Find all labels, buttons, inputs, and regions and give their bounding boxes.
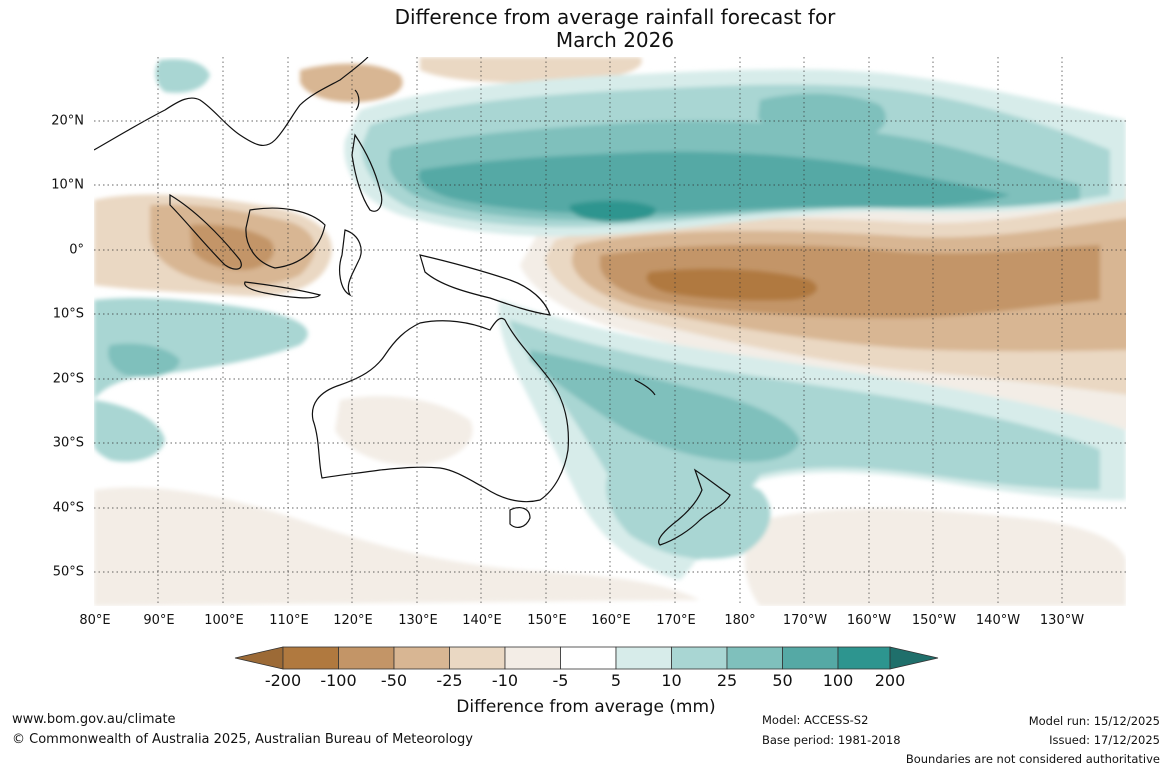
- lon-label: 90°E: [143, 613, 175, 628]
- lon-label: 120°E: [333, 613, 373, 628]
- colorbar-tick-label: -50: [380, 671, 408, 690]
- lat-label: 0°: [69, 242, 84, 258]
- lon-label: 160°W: [846, 613, 892, 628]
- colorbar-bin: [449, 646, 506, 670]
- footer-issued: Issued: 17/12/2025: [1049, 733, 1160, 747]
- lat-label: 10°S: [52, 306, 84, 322]
- colorbar-tick-label: 10: [661, 671, 682, 690]
- lon-label: 130°W: [1039, 613, 1085, 628]
- dry-field-north-pacific: [420, 57, 642, 83]
- coastline-philippines: [351, 133, 383, 212]
- lon-label: 150°W: [911, 613, 957, 628]
- lon-label: 100°E: [204, 613, 244, 628]
- footer-model-run: Model run: 15/12/2025: [1028, 714, 1160, 728]
- dry-field-australia-interior: [335, 396, 473, 466]
- lon-label: 150°E: [527, 613, 567, 628]
- coastline-new-guinea: [419, 254, 551, 316]
- lat-label: 40°S: [52, 500, 84, 516]
- colorbar-tick-label: -200: [264, 671, 302, 690]
- lat-label: 20°S: [52, 371, 84, 387]
- footer-url: www.bom.gov.au/climate: [12, 712, 176, 727]
- colorbar-tick-label: 5: [610, 671, 622, 690]
- lat-label: 20°N: [51, 113, 84, 129]
- colorbar-tick-label: -100: [320, 671, 357, 690]
- colorbar-bin: [560, 646, 617, 670]
- colorbar-bin: [282, 646, 339, 670]
- lon-label: 170°E: [656, 613, 696, 628]
- coastline-tasmania: [509, 507, 531, 528]
- coastline-sulawesi: [339, 229, 362, 297]
- lon-label: 170°W: [782, 613, 828, 628]
- wet-field-hawaii-region: [758, 93, 886, 141]
- colorbar-tick-label: 50: [772, 671, 793, 690]
- lon-label: 140°W: [975, 613, 1021, 628]
- coastline-new-zealand: [658, 468, 731, 546]
- dry-field-equatorial-pacific-50: [599, 244, 1100, 318]
- dry-field-south-china-sea: [300, 63, 403, 103]
- colorbar-bin: [338, 646, 395, 670]
- coastline-asia-mainland: [94, 57, 369, 151]
- footer-base-period: Base period: 1981-2018: [762, 733, 901, 747]
- map-title-line1: Difference from average rainfall forecas…: [394, 5, 836, 29]
- graticule: [94, 57, 1126, 606]
- wet-field-north-pacific-100: [569, 200, 656, 222]
- footer-copyright: © Commonwealth of Australia 2025, Austra…: [12, 732, 473, 747]
- lat-label: 10°N: [51, 177, 84, 193]
- lon-label: 130°E: [398, 613, 438, 628]
- lon-label: 160°E: [591, 613, 631, 628]
- colorbar-bin: [504, 646, 561, 670]
- dry-field-equatorial-pacific-100: [646, 268, 818, 301]
- colorbar-bin: [837, 646, 891, 670]
- colorbar-extend-wet: [889, 646, 939, 670]
- wet-field-west-indian-south: [94, 400, 165, 462]
- coastline-australia: [311, 317, 570, 503]
- wet-field-north-asia: [155, 59, 210, 93]
- anomaly-fields: [94, 57, 1126, 606]
- footer-model: Model: ACCESS-S2: [762, 713, 869, 727]
- colorbar-tick-label: 100: [822, 671, 854, 690]
- coastline-sumatra: [169, 193, 242, 270]
- dry-field-maritime-continent-50: [190, 224, 274, 270]
- wet-field-indian-ocean-25: [108, 343, 180, 377]
- wet-field-coral-sea-25: [530, 350, 800, 462]
- lon-label: 140°E: [462, 613, 502, 628]
- coastline-taiwan: [354, 89, 360, 111]
- coastlines: [94, 57, 731, 546]
- coastline-java: [244, 281, 322, 299]
- colorbar-tick-label: -5: [552, 671, 569, 690]
- colorbar-extend-dry: [234, 646, 284, 670]
- wet-field-north-pacific-50: [418, 151, 1010, 215]
- colorbar-tick-label: -10: [491, 671, 519, 690]
- colorbar-bin: [782, 646, 839, 670]
- lat-label: 50°S: [52, 564, 84, 580]
- colorbar: [234, 646, 939, 670]
- coastline-new-caledonia: [634, 379, 656, 396]
- lat-label: 30°S: [52, 435, 84, 451]
- wet-field-tasman-sea: [606, 466, 771, 559]
- colorbar-bin: [393, 646, 450, 670]
- colorbar-title: Difference from average (mm): [456, 697, 716, 717]
- colorbar-bin: [671, 646, 728, 670]
- dry-field-southern-ocean-east: [745, 508, 1126, 606]
- colorbar-tick-label: 25: [716, 671, 738, 690]
- dry-field-southern-ocean: [94, 487, 700, 606]
- lon-label: 110°E: [269, 613, 309, 628]
- map-title-line2: March 2026: [555, 28, 675, 52]
- colorbar-tick-label: 200: [874, 671, 906, 690]
- colorbar-bin: [726, 646, 783, 670]
- lon-label: 180°: [724, 613, 756, 628]
- footer-disclaimer: Boundaries are not considered authoritat…: [905, 752, 1160, 766]
- colorbar-tick-label: -25: [436, 671, 463, 690]
- lon-label: 80°E: [79, 613, 111, 628]
- colorbar-bin: [615, 646, 672, 670]
